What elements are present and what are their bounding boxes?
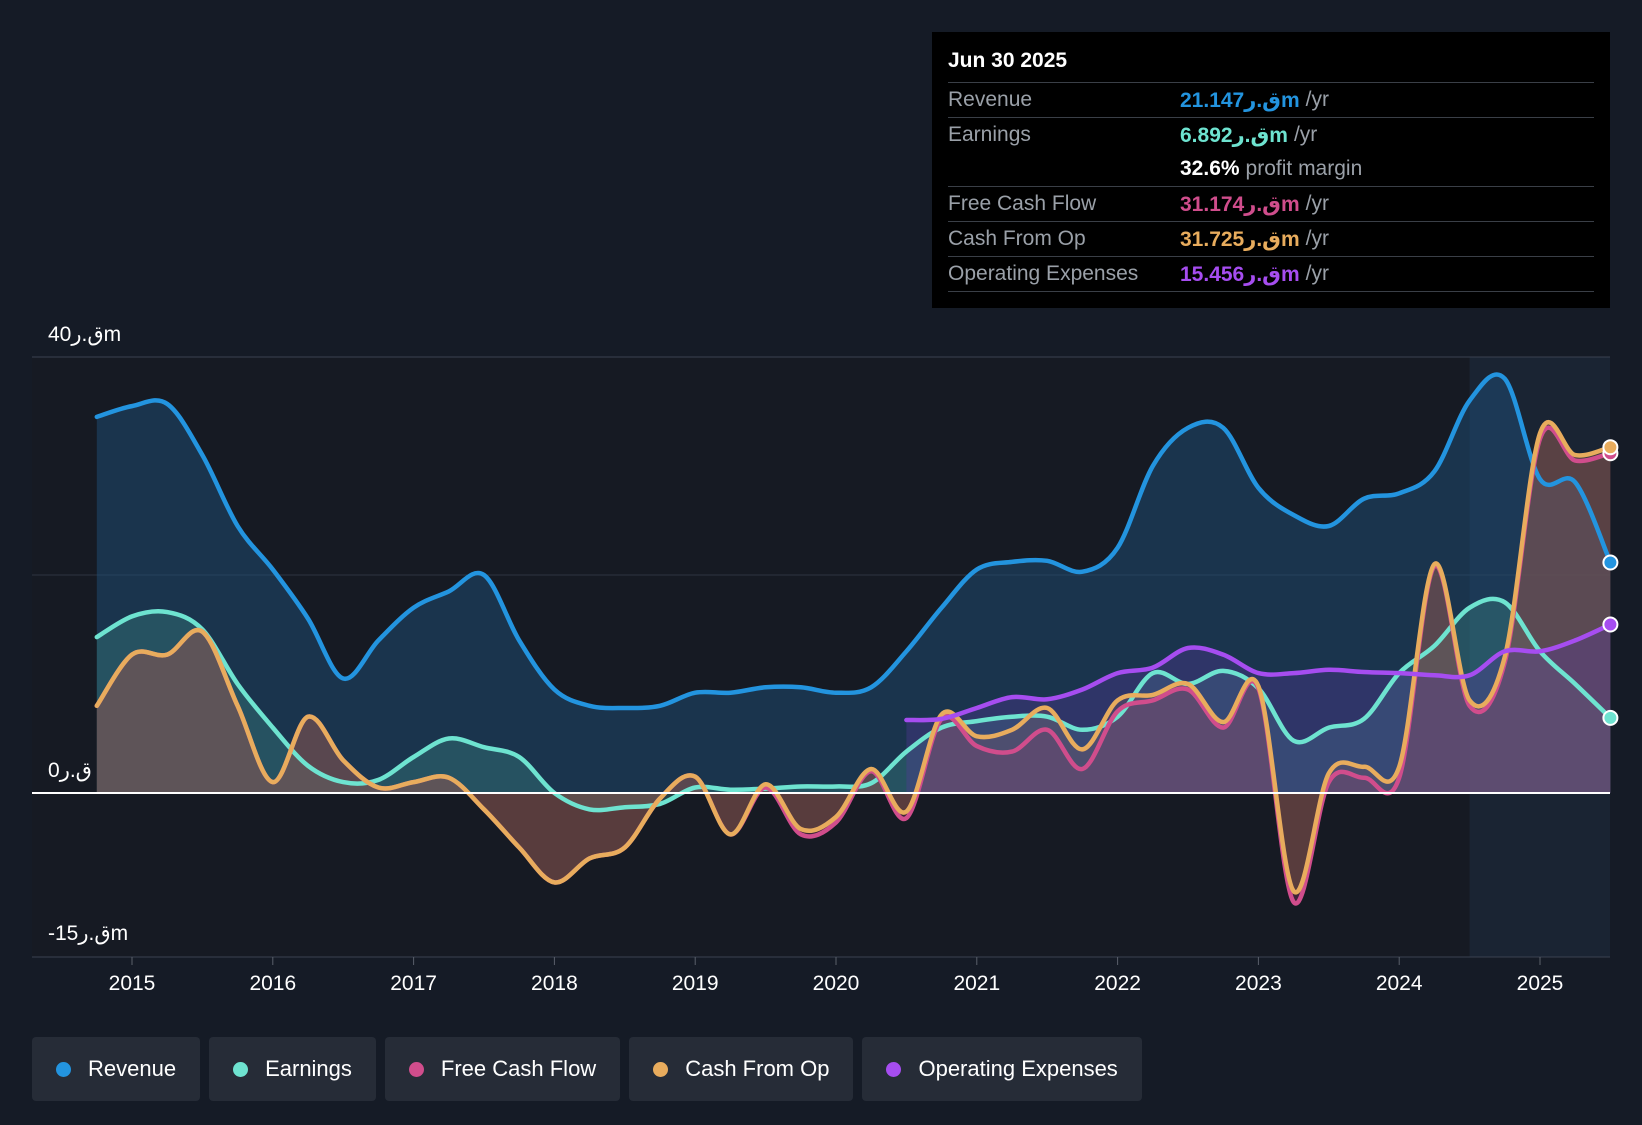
legend-label: Cash From Op bbox=[685, 1056, 830, 1081]
tooltip-value: 31.174ق.رm bbox=[1180, 192, 1300, 216]
legend-item-operating-expenses[interactable]: Operating Expenses bbox=[862, 1037, 1142, 1101]
tooltip-row-operating-expenses: Operating Expenses 15.456ق.رm /yr bbox=[948, 256, 1594, 291]
tooltip-row-earnings: Earnings 6.892ق.رm /yr bbox=[948, 117, 1594, 152]
free-cash-flow-dot-icon bbox=[408, 1061, 424, 1077]
tooltip-divider bbox=[948, 291, 1594, 293]
legend: Revenue Earnings Free Cash Flow Cash Fro… bbox=[32, 1037, 1142, 1101]
legend-label: Free Cash Flow bbox=[440, 1056, 597, 1081]
y-label-zero: 0ق.ر bbox=[48, 759, 92, 782]
tooltip: Jun 30 2025 Revenue 21.147ق.رm /yr Earni… bbox=[932, 32, 1610, 308]
tooltip-label: Revenue bbox=[948, 88, 1033, 111]
operating-expenses-dot-icon bbox=[886, 1061, 902, 1077]
tooltip-row-profit-margin: 32.6% profit margin bbox=[948, 152, 1594, 186]
operating-expenses-line[interactable] bbox=[904, 622, 1613, 723]
tooltip-label: Earnings bbox=[948, 123, 1031, 146]
x-tick-label: 2018 bbox=[531, 972, 578, 995]
cash-from-op-endpoint bbox=[1602, 439, 1619, 456]
tooltip-unit: /yr bbox=[1305, 88, 1329, 111]
tooltip-value: 15.456ق.رm bbox=[1180, 262, 1300, 286]
revenue-area bbox=[96, 374, 1611, 793]
operating-expenses-endpoint bbox=[1602, 616, 1619, 633]
revenue-dot-icon bbox=[56, 1061, 71, 1077]
x-tick-label: 2025 bbox=[1517, 972, 1564, 995]
tooltip-row-free-cash-flow: Free Cash Flow 31.174ق.رm /yr bbox=[948, 186, 1594, 221]
tooltip-date: Jun 30 2025 bbox=[948, 49, 1068, 72]
x-tick-label: 2017 bbox=[390, 972, 437, 995]
x-tick-label: 2019 bbox=[672, 972, 719, 995]
plot-background bbox=[32, 357, 1610, 957]
cash-from-op-line[interactable] bbox=[94, 420, 1613, 895]
tooltip-unit: /yr bbox=[1305, 192, 1329, 215]
revenue-endpoint bbox=[1602, 554, 1619, 571]
cash-from-op-dot-icon bbox=[653, 1061, 669, 1077]
tooltip-value: 32.6% bbox=[1180, 157, 1240, 180]
legend-item-cash-from-op[interactable]: Cash From Op bbox=[629, 1037, 854, 1101]
legend-label: Earnings bbox=[265, 1056, 352, 1081]
tooltip-row-revenue: Revenue 21.147ق.رm /yr bbox=[948, 82, 1594, 117]
tooltip-label: Free Cash Flow bbox=[948, 192, 1097, 215]
tooltip-unit: /yr bbox=[1305, 227, 1329, 250]
tooltip-unit: profit margin bbox=[1245, 157, 1363, 180]
legend-label: Revenue bbox=[88, 1056, 177, 1081]
earnings-dot-icon bbox=[233, 1061, 249, 1077]
earnings-area bbox=[96, 598, 1611, 811]
x-tick-label: 2023 bbox=[1235, 972, 1282, 995]
cash-from-op-area bbox=[96, 422, 1611, 893]
revenue-line[interactable] bbox=[94, 372, 1613, 711]
tooltip-value: 31.725ق.رm bbox=[1180, 227, 1300, 251]
y-label-top: 40ق.رm bbox=[48, 323, 121, 346]
tooltip-value: 21.147ق.رm bbox=[1180, 88, 1300, 112]
legend-item-free-cash-flow[interactable]: Free Cash Flow bbox=[384, 1037, 621, 1101]
x-tick-label: 2021 bbox=[953, 972, 1000, 995]
free-cash-flow-area bbox=[96, 427, 1611, 904]
x-tick-label: 2024 bbox=[1376, 972, 1423, 995]
earnings-endpoint bbox=[1602, 709, 1619, 726]
y-label-bottom: -15ق.رm bbox=[48, 922, 128, 945]
x-tick-label: 2022 bbox=[1094, 972, 1141, 995]
tooltip-unit: /yr bbox=[1293, 123, 1318, 146]
tooltip-unit: /yr bbox=[1305, 262, 1329, 285]
tooltip-row-cash-from-op: Cash From Op 31.725ق.رm /yr bbox=[948, 221, 1594, 256]
legend-item-revenue[interactable]: Revenue bbox=[32, 1037, 201, 1101]
tooltip-label: Cash From Op bbox=[948, 227, 1086, 250]
legend-label: Operating Expenses bbox=[918, 1056, 1118, 1081]
tooltip-label: Operating Expenses bbox=[948, 262, 1139, 285]
x-tick-label: 2015 bbox=[109, 972, 156, 995]
x-tick-label: 2020 bbox=[813, 972, 860, 995]
tooltip-value: 6.892ق.رm bbox=[1180, 123, 1288, 147]
x-tick-label: 2016 bbox=[249, 972, 296, 995]
legend-item-earnings[interactable]: Earnings bbox=[209, 1037, 376, 1101]
